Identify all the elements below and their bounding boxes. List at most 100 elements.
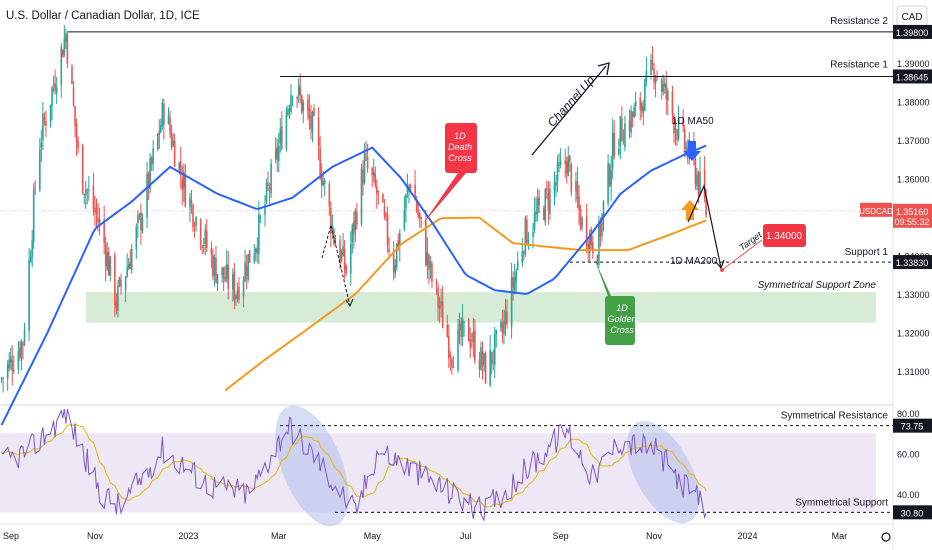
candle-body [705,198,707,216]
rsi-resistance-price-value[interactable]: 73.75 [901,422,924,432]
candle-body [98,219,101,224]
candle-body [172,140,174,146]
candle-body [484,352,487,384]
candle-body [356,212,358,225]
rsi-support-price-value[interactable]: 30.80 [901,508,924,518]
rsi-support-price-box[interactable] [893,505,932,520]
resistance-1-price-box[interactable] [893,69,932,84]
resistance-2-price-box[interactable] [893,24,932,39]
resistance-2-price-value[interactable]: 1.39800 [896,28,929,38]
candle-body [236,290,239,299]
candle-body [189,197,191,208]
candle-body [591,241,594,253]
price-axis-tick: 1.33000 [897,290,930,300]
candle-body [310,115,312,129]
candle-body [195,217,197,227]
candle-body [536,198,539,214]
candle-body [581,217,583,227]
candle-body [277,145,280,161]
price-axis-tick: 1.32000 [897,329,930,339]
ma200-label: 1D MA200 [670,256,718,267]
candle-body [317,117,320,147]
candle-body [320,175,323,186]
candle-body [463,321,465,323]
candle-body [181,178,184,190]
support-1-price-value[interactable]: 1.33830 [896,258,929,268]
candle-body [446,324,449,337]
candle-body [516,260,519,270]
candle-body [54,83,56,91]
candle-body [426,251,429,266]
candle-body [244,262,246,281]
candle-body [6,364,9,379]
candle-body [138,214,141,218]
chart-title: U.S. Dollar / Canadian Dollar, 1D, ICE [6,10,200,22]
candle-body [490,351,493,365]
ma200-line [224,216,707,392]
candle-body [2,378,4,380]
candle-body [331,226,334,234]
candle-body [428,255,430,270]
symbol-tag-box[interactable] [860,202,892,217]
rsi-resistance-price-box[interactable] [893,418,932,433]
candle-body [178,162,181,170]
candle-body [598,221,600,265]
candle-body [671,91,674,115]
candle-body [546,188,548,191]
candle-body [313,108,315,116]
currency-button-label[interactable]: CAD [901,12,922,23]
candle-body [457,329,459,371]
candle-body [590,229,593,245]
dashed-projection-path [321,224,351,307]
candle-body [447,336,450,359]
candle-body [253,253,256,263]
candle-body [210,248,213,255]
support-1-price-box[interactable] [893,255,932,270]
candle-body [190,200,193,203]
candle-body [17,351,20,370]
candle-body [247,254,249,280]
last-price-value[interactable]: 1.35160 [896,207,929,217]
candle-body [470,344,473,346]
candle-body [150,157,153,165]
candle-body [587,244,589,251]
candle-body [158,130,161,135]
candle-body [524,217,527,255]
resistance-1-price-value[interactable]: 1.38645 [896,72,929,82]
last-price-box[interactable] [893,203,932,228]
candle-body [319,148,321,179]
time-axis-tick: May [364,531,382,541]
candle-body [608,165,611,185]
candle-body [163,103,165,125]
candle-body [535,211,537,215]
candle-body [420,217,423,219]
candle-body [683,129,686,150]
candle-body [300,95,303,113]
axes: 1.390001.380001.370001.360001.350001.340… [3,24,932,544]
candle-body [542,208,545,220]
candle-body [65,33,67,42]
rsi-ma-line [1,423,707,508]
resistance-1-label: Resistance 1 [830,59,888,70]
target-point[interactable] [720,268,724,272]
candle-body [631,112,634,118]
candle-body [500,321,502,328]
candle-body [339,240,341,264]
candle-body [290,94,292,112]
candle-body [650,60,652,75]
candle-body [173,140,176,167]
candle-body [205,231,208,249]
candle-body [363,153,366,183]
candle-body [558,165,560,166]
candle-body [31,240,33,258]
candle-body [417,209,419,217]
settings-gear-icon-ring[interactable] [881,532,891,542]
candle-body [386,215,389,246]
target-price-box[interactable] [763,224,806,247]
candle-body [601,214,603,236]
death-cross-callout [422,123,477,225]
candle-body [213,257,216,276]
candle-body [349,243,352,275]
candle-body [77,140,79,148]
candle-body [660,79,663,92]
